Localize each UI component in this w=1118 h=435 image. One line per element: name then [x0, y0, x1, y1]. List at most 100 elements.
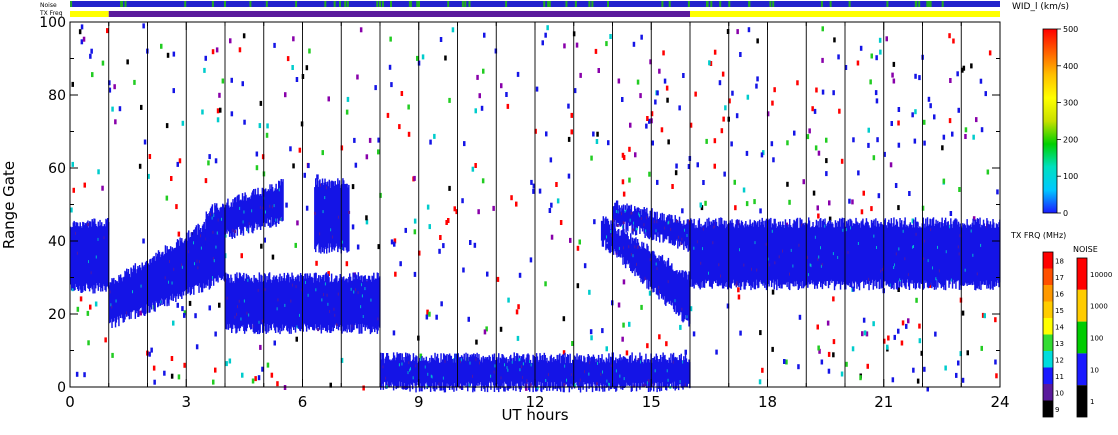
echo-point [413, 229, 417, 235]
echo-point [696, 162, 699, 168]
echo-point [327, 96, 330, 102]
echo-column [71, 227, 74, 291]
txfreq-colorbar-cell [1043, 268, 1053, 285]
echo-column [628, 356, 631, 387]
echo-column [623, 210, 626, 222]
echo-point [442, 243, 445, 249]
echo-column [337, 280, 340, 331]
echo-column [257, 282, 260, 331]
echo-column [519, 360, 521, 392]
echo-point [79, 296, 83, 302]
echo-column [640, 215, 643, 229]
echo-column [684, 224, 686, 242]
echo-point [113, 84, 116, 90]
echo-point [797, 364, 800, 370]
echo-point [955, 372, 958, 378]
echo-column [225, 204, 227, 232]
echo-column [671, 219, 674, 246]
echo-point [284, 92, 287, 98]
echo-column [472, 354, 474, 393]
echo-point [529, 257, 533, 263]
echo-point [972, 216, 976, 222]
echo-column [422, 360, 424, 388]
echo-column [579, 359, 582, 393]
echo-column [838, 222, 840, 284]
echo-column [711, 223, 713, 289]
echo-column [603, 359, 605, 385]
echo-column [465, 352, 467, 387]
echo-column [334, 278, 336, 324]
echo-column [304, 273, 306, 325]
echo-column [272, 191, 275, 225]
echo-point [82, 36, 86, 42]
echo-column [247, 197, 250, 234]
echo-column [652, 358, 654, 384]
echo-column [233, 282, 236, 326]
echo-column [673, 222, 676, 246]
echo-point [419, 353, 423, 359]
echo-point [756, 38, 759, 44]
echo-point [356, 74, 359, 80]
echo-column [138, 265, 141, 310]
echo-column [628, 239, 630, 264]
echo-point [957, 107, 960, 113]
echo-point [188, 300, 192, 306]
echo-column [638, 246, 641, 275]
echo-point [816, 205, 819, 211]
echo-point [571, 341, 574, 346]
echo-point [639, 93, 642, 99]
echo-column [815, 219, 818, 286]
echo-column [581, 361, 583, 387]
echo-column [176, 239, 179, 294]
echo-column [243, 281, 246, 334]
echo-column [241, 277, 243, 327]
echo-column [221, 207, 223, 235]
echo-column [141, 262, 143, 313]
echo-column [649, 359, 651, 392]
echo-column [223, 208, 226, 235]
echo-point [709, 61, 713, 66]
echo-column [235, 276, 237, 334]
noise-strip [70, 1, 1000, 7]
echo-column [623, 229, 625, 257]
echo-column [942, 223, 944, 287]
echo-column [172, 249, 174, 301]
noise-colorbar-cell [1077, 321, 1087, 354]
echo-column [436, 353, 439, 385]
echo-point [108, 87, 112, 93]
echo-point [897, 287, 900, 292]
echo-point [788, 199, 791, 205]
echo-column [640, 356, 642, 387]
echo-column [899, 218, 901, 287]
echo-column [242, 200, 245, 236]
echo-column [733, 226, 735, 280]
echo-column [332, 180, 334, 250]
echo-column [251, 192, 253, 233]
echo-column [645, 249, 647, 279]
echo-point [90, 48, 93, 54]
echo-column [925, 218, 927, 283]
echo-column [646, 213, 649, 238]
echo-column [956, 224, 959, 281]
echo-column [582, 361, 584, 390]
echo-point [828, 200, 831, 206]
echo-column [675, 218, 677, 241]
echo-point [658, 68, 661, 74]
echo-column [293, 281, 296, 327]
echo-column [873, 219, 875, 282]
txfreq-colorbar-tick-label: 12 [1055, 356, 1064, 364]
echo-column [157, 253, 159, 308]
echo-column [145, 260, 148, 305]
echo-column [656, 211, 658, 237]
echo-column [988, 224, 991, 285]
noise-strip-fleck [918, 1, 921, 7]
echo-column [596, 358, 598, 390]
echo-point [650, 111, 654, 117]
echo-column [923, 223, 925, 289]
width-colorbar-title: WID_l (km/s) [1012, 2, 1069, 12]
echo-column [604, 363, 607, 385]
echo-column [544, 355, 546, 388]
echo-column [305, 273, 307, 327]
echo-column [640, 355, 643, 383]
echo-column [903, 220, 906, 286]
